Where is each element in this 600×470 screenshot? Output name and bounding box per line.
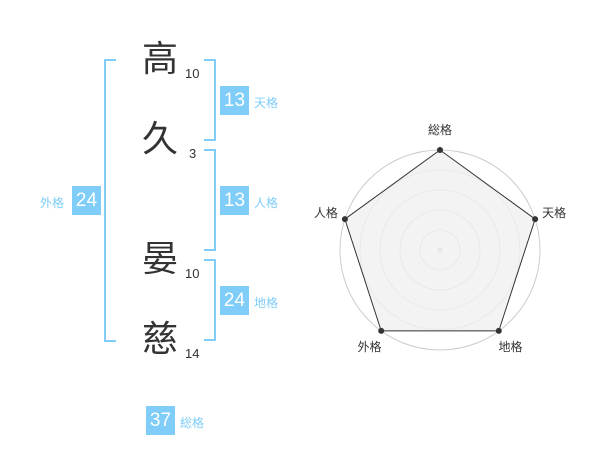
tenkaku-bracket — [204, 59, 216, 141]
name-char-1: 高 — [141, 39, 178, 80]
soukaku-label: 総格 — [180, 416, 205, 430]
tenkaku-value: 13 — [220, 86, 249, 115]
radar-axis-label: 総格 — [428, 122, 452, 137]
radar-point — [437, 147, 443, 153]
jinkaku-value: 13 — [220, 186, 249, 215]
stroke-count-4: 14 — [185, 346, 200, 361]
chikaku-label: 地格 — [254, 296, 279, 310]
stroke-count-3: 10 — [185, 266, 200, 281]
name-char-4: 慈 — [141, 319, 178, 360]
chikaku-bracket — [204, 259, 216, 341]
radar-point — [532, 216, 539, 223]
gaikaku-value: 24 — [72, 186, 101, 215]
soukaku-value: 37 — [146, 406, 175, 435]
radar-point — [378, 327, 385, 334]
radar-axis-label: 外格 — [357, 339, 381, 354]
radar-point — [341, 216, 348, 223]
name-char-2: 久 — [141, 119, 178, 160]
radar-axis-label: 人格 — [314, 205, 338, 220]
gaikaku-label: 外格 — [40, 196, 65, 210]
gaikaku-bracket — [104, 59, 116, 342]
stroke-count-1: 10 — [185, 66, 200, 81]
tenkaku-label: 天格 — [254, 96, 279, 110]
jinkaku-label: 人格 — [254, 196, 279, 210]
radar-axis-label: 天格 — [542, 205, 566, 220]
radar-polygon — [344, 149, 536, 332]
stroke-count-2: 3 — [189, 146, 197, 161]
chikaku-value: 24 — [220, 286, 249, 315]
jinkaku-bracket — [204, 149, 216, 251]
radar-axis-label: 地格 — [499, 339, 523, 354]
radar-point — [495, 327, 502, 334]
name-char-3: 晏 — [141, 239, 178, 280]
